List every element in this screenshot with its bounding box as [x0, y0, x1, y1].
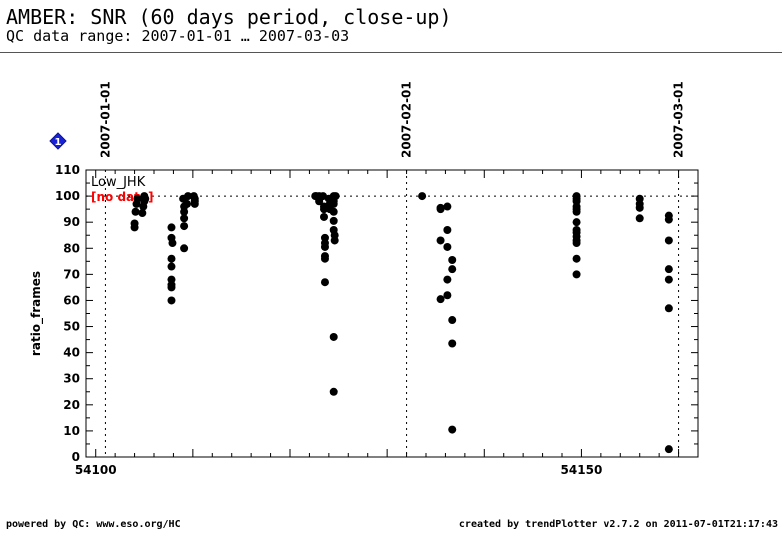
data-point — [329, 216, 338, 225]
y-tick-label: 100 — [55, 189, 80, 203]
data-point — [329, 387, 338, 396]
y-tick-label: 40 — [63, 346, 80, 360]
y-tick-label: 80 — [63, 241, 80, 255]
data-point — [320, 242, 329, 251]
data-point — [329, 332, 338, 341]
data-point — [320, 254, 329, 263]
data-point — [320, 278, 329, 287]
data-point — [572, 239, 581, 248]
data-point — [167, 283, 176, 292]
legend-series-name: Low_JHK — [91, 175, 146, 190]
data-point — [320, 205, 328, 214]
plot-frame — [85, 169, 699, 458]
data-point — [635, 203, 644, 212]
data-point — [167, 254, 176, 263]
data-point — [443, 291, 452, 300]
data-point — [138, 209, 147, 218]
y-tick-label: 60 — [63, 293, 80, 307]
header-divider — [0, 52, 782, 53]
date-marker-label: 2007-01-01 — [98, 81, 112, 158]
data-point — [167, 296, 176, 305]
data-point — [572, 270, 581, 279]
data-point — [448, 425, 457, 434]
data-point — [184, 192, 192, 201]
y-tick-label: 90 — [63, 215, 80, 229]
page-subtitle: QC data range: 2007-01-01 … 2007-03-03 — [6, 27, 350, 45]
data-point — [572, 218, 581, 227]
footer-created-by: created by trendPlotter v2.7.2 on 2011-0… — [458, 519, 778, 530]
y-axis-label: ratio_frames — [29, 271, 44, 356]
data-point — [330, 236, 339, 245]
data-point — [448, 265, 457, 274]
data-point — [436, 295, 445, 304]
marker-diamond-icon — [49, 132, 67, 150]
data-point — [320, 212, 328, 221]
data-point — [167, 262, 176, 271]
y-tick-label: 0 — [72, 450, 80, 464]
data-point — [572, 254, 581, 263]
data-point — [443, 275, 452, 284]
data-point — [664, 304, 673, 313]
data-point — [664, 236, 673, 245]
data-point — [443, 226, 452, 235]
y-tick-label: 70 — [63, 267, 80, 281]
data-point — [329, 207, 338, 216]
y-tick-label: 20 — [63, 398, 80, 412]
data-point — [133, 194, 142, 203]
data-point — [418, 192, 427, 201]
data-point — [180, 244, 189, 253]
data-point — [664, 265, 673, 274]
y-tick-label: 30 — [63, 372, 80, 386]
data-point — [329, 199, 338, 208]
data-point — [443, 202, 452, 211]
data-point — [448, 256, 457, 265]
data-point — [448, 339, 457, 348]
data-point — [443, 242, 452, 251]
data-point — [436, 205, 445, 214]
marker-diamond-label: 1 — [55, 137, 62, 148]
header: AMBER: SNR (60 days period, close-up) QC… — [6, 6, 452, 45]
data-point — [131, 207, 140, 216]
date-marker-label: 2007-03-01 — [672, 81, 686, 158]
data-point — [141, 194, 150, 203]
data-point — [190, 199, 199, 208]
y-tick-label: 10 — [63, 424, 80, 438]
data-point — [167, 223, 176, 232]
data-point — [572, 207, 581, 216]
data-point — [183, 199, 192, 208]
data-point — [448, 316, 457, 325]
data-point — [180, 222, 189, 231]
data-point — [635, 214, 644, 223]
data-point — [664, 445, 673, 454]
data-point — [331, 192, 340, 201]
data-point — [180, 214, 189, 223]
data-point — [130, 219, 139, 228]
data-point — [664, 215, 673, 224]
data-point — [180, 207, 189, 216]
y-tick-label: 50 — [63, 320, 80, 334]
data-point — [436, 236, 445, 245]
footer-powered-by: powered by QC: www.eso.org/HC — [6, 519, 181, 530]
date-marker-label: 2007-02-01 — [400, 81, 414, 158]
x-tick-label: 54100 — [75, 463, 117, 477]
data-point — [168, 239, 177, 248]
x-tick-label: 54150 — [561, 463, 603, 477]
page-title: AMBER: SNR (60 days period, close-up) — [6, 5, 452, 29]
data-point — [664, 275, 673, 284]
y-tick-label: 110 — [55, 163, 80, 177]
